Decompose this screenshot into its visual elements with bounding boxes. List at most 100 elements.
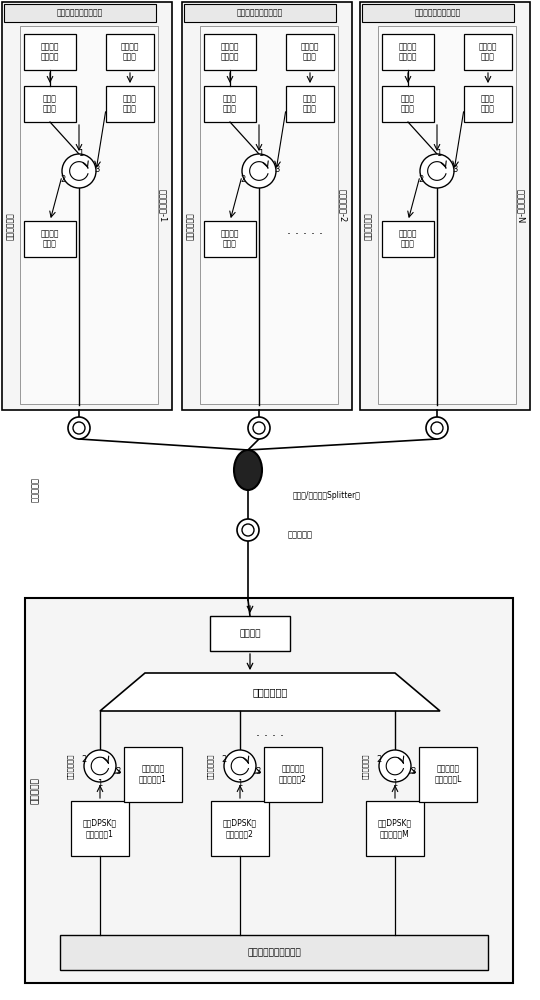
- Text: 2: 2: [82, 754, 86, 764]
- Text: 2: 2: [240, 174, 246, 184]
- Circle shape: [253, 422, 265, 434]
- Text: 3: 3: [116, 768, 120, 776]
- Text: 光分路/合路器（Splitter）: 光分路/合路器（Splitter）: [293, 490, 361, 499]
- Text: 光可调
滤波器: 光可调 滤波器: [43, 94, 57, 114]
- Circle shape: [62, 154, 96, 188]
- Bar: [71, 801, 129, 856]
- Bar: [264, 746, 322, 802]
- Bar: [20, 26, 158, 404]
- Text: 1: 1: [97, 780, 103, 788]
- Circle shape: [420, 154, 454, 188]
- Text: 下行数据
信号处理: 下行数据 信号处理: [40, 42, 59, 62]
- Text: 直调制
激光器: 直调制 激光器: [123, 94, 137, 114]
- Bar: [106, 86, 154, 122]
- Text: 上行数据信
号接收模块1: 上行数据信 号接收模块1: [139, 764, 167, 784]
- Bar: [286, 34, 334, 70]
- Text: 第三媒体介质控制模块: 第三媒体介质控制模块: [415, 8, 461, 17]
- Bar: [106, 34, 154, 70]
- Text: 1: 1: [78, 149, 84, 158]
- Text: 光周期性
滤波器: 光周期性 滤波器: [399, 229, 417, 249]
- Text: 光可调
滤波器: 光可调 滤波器: [223, 94, 237, 114]
- Text: 直调制
激光器: 直调制 激光器: [481, 94, 495, 114]
- Text: 下行DPSK信
号发射模剗2: 下行DPSK信 号发射模剗2: [223, 819, 257, 838]
- Bar: [2, 2, 172, 410]
- Bar: [382, 221, 434, 257]
- Bar: [362, 4, 514, 22]
- Text: 光网络单元-N: 光网络单元-N: [516, 189, 525, 223]
- Bar: [200, 26, 338, 404]
- Circle shape: [379, 750, 411, 782]
- Text: 第一光环行器: 第一光环行器: [67, 753, 73, 779]
- Circle shape: [426, 417, 448, 439]
- Circle shape: [237, 519, 259, 541]
- Bar: [24, 86, 76, 122]
- Bar: [204, 86, 256, 122]
- Text: 3: 3: [453, 164, 458, 174]
- Text: 光线路终端: 光线路终端: [30, 777, 39, 804]
- Text: 3: 3: [274, 164, 280, 174]
- Circle shape: [224, 750, 256, 782]
- Text: 上行数据
信号源: 上行数据 信号源: [479, 42, 497, 62]
- Text: 下行数据
信号处理: 下行数据 信号处理: [399, 42, 417, 62]
- Text: 第二媒体介质控制模块: 第二媒体介质控制模块: [237, 8, 283, 17]
- Bar: [286, 86, 334, 122]
- Bar: [419, 746, 477, 802]
- Circle shape: [68, 417, 90, 439]
- Text: 上行数据信
号接收模块L: 上行数据信 号接收模块L: [434, 764, 462, 784]
- Circle shape: [242, 524, 254, 536]
- Text: 上行数据信
号接收模块2: 上行数据信 号接收模块2: [279, 764, 307, 784]
- Bar: [382, 34, 434, 70]
- Text: 第二光环行器: 第二光环行器: [186, 213, 194, 240]
- Bar: [25, 598, 513, 983]
- Text: 2: 2: [221, 754, 227, 764]
- Text: 第一媒体介质控制模块: 第一媒体介质控制模块: [247, 948, 301, 957]
- Bar: [464, 34, 512, 70]
- Text: 直调制
激光器: 直调制 激光器: [303, 94, 317, 114]
- Text: 分布式光纤: 分布式光纤: [30, 478, 39, 502]
- Text: 1: 1: [258, 149, 264, 158]
- Bar: [184, 4, 336, 22]
- Bar: [210, 616, 290, 651]
- Bar: [204, 221, 256, 257]
- Bar: [124, 746, 182, 802]
- Text: 第二光环行器: 第二光环行器: [363, 213, 373, 240]
- Text: 下行DPSK信
号发射模块1: 下行DPSK信 号发射模块1: [83, 819, 117, 838]
- Text: 光波分复用器: 光波分复用器: [252, 687, 288, 697]
- Bar: [182, 2, 352, 410]
- Ellipse shape: [234, 450, 262, 490]
- Circle shape: [248, 417, 270, 439]
- Text: 2: 2: [60, 174, 66, 184]
- Text: 馈线式光纤: 馈线式光纤: [288, 530, 313, 540]
- Bar: [24, 221, 76, 257]
- Text: 光可调
滤波器: 光可调 滤波器: [401, 94, 415, 114]
- Circle shape: [242, 154, 276, 188]
- Text: 上行数据
信号源: 上行数据 信号源: [121, 42, 139, 62]
- Bar: [382, 86, 434, 122]
- Text: 2: 2: [418, 174, 423, 184]
- Bar: [204, 34, 256, 70]
- Circle shape: [73, 422, 85, 434]
- Text: 3: 3: [410, 768, 416, 776]
- Bar: [211, 801, 269, 856]
- Text: 第一光环行器: 第一光环行器: [207, 753, 213, 779]
- Text: 下行数据
信号处理: 下行数据 信号处理: [221, 42, 239, 62]
- Circle shape: [84, 750, 116, 782]
- Text: . . . . .: . . . . .: [287, 224, 323, 236]
- Circle shape: [431, 422, 443, 434]
- Text: 2: 2: [376, 754, 382, 764]
- Text: 1: 1: [436, 149, 442, 158]
- Text: 光周期性
滤波器: 光周期性 滤波器: [221, 229, 239, 249]
- Bar: [378, 26, 516, 404]
- Text: 1: 1: [393, 780, 397, 788]
- Bar: [360, 2, 530, 410]
- Text: 光放大器: 光放大器: [239, 629, 261, 638]
- Text: 第二光环行器: 第二光环行器: [5, 213, 15, 240]
- Text: 下行DPSK信
号发射模块M: 下行DPSK信 号发射模块M: [378, 819, 412, 838]
- Bar: [464, 86, 512, 122]
- Bar: [4, 4, 156, 22]
- Text: . . . .: . . . .: [256, 726, 284, 740]
- Text: 光网络单元-1: 光网络单元-1: [159, 189, 167, 223]
- Text: 第一媒体介质控制模块: 第一媒体介质控制模块: [57, 8, 103, 17]
- Text: 1: 1: [238, 780, 242, 788]
- Bar: [60, 935, 488, 970]
